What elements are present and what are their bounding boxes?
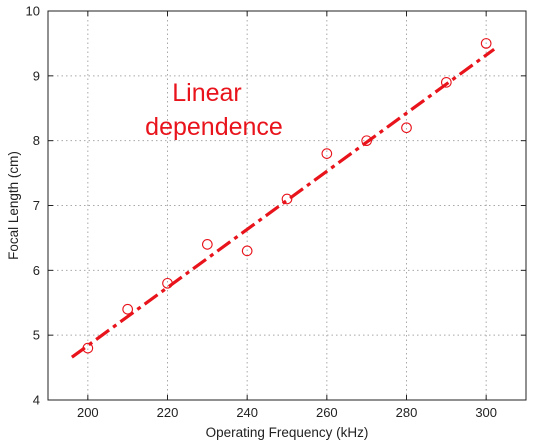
- data-point: [321, 148, 333, 159]
- x-tick-label: 240: [236, 405, 258, 420]
- fit-line: [70, 47, 496, 359]
- x-tick-label: 260: [316, 405, 338, 420]
- x-axis-label: Operating Frequency (kHz): [206, 425, 369, 440]
- data-point: [281, 193, 293, 205]
- data-point: [201, 239, 213, 250]
- annotation-line-2: dependence: [145, 113, 283, 141]
- y-tick-label: 9: [33, 68, 40, 83]
- data-point: [162, 277, 173, 289]
- y-tick-label: 5: [33, 328, 40, 343]
- data-point: [122, 303, 134, 315]
- y-axis-label: Focal Length (cm): [6, 151, 21, 260]
- y-tick-label: 4: [33, 393, 40, 408]
- y-tick-label: 7: [33, 198, 40, 213]
- grid-layer: [48, 11, 526, 400]
- y-tick-label: 6: [33, 263, 40, 278]
- x-tick-label: 280: [396, 405, 418, 420]
- data-point: [241, 245, 253, 257]
- x-tick-label: 220: [157, 405, 179, 420]
- fit-line-layer: [70, 47, 496, 359]
- y-tick-label: 10: [26, 4, 40, 19]
- data-point: [82, 342, 94, 354]
- annotation-line-1: Linear: [172, 79, 242, 107]
- x-tick-label: 300: [475, 405, 497, 420]
- data-point: [401, 122, 412, 134]
- y-tick-label: 8: [33, 133, 40, 148]
- ticks-layer: [48, 10, 526, 401]
- y-tick-labels: 4 5 6 7 8 9 10: [26, 4, 40, 408]
- x-tick-label: 200: [77, 405, 99, 420]
- x-tick-labels: 200 220 240 260 280 300: [77, 405, 497, 420]
- data-points-layer: [82, 38, 492, 354]
- data-point: [361, 135, 373, 147]
- data-point: [480, 38, 492, 49]
- data-point: [440, 76, 452, 88]
